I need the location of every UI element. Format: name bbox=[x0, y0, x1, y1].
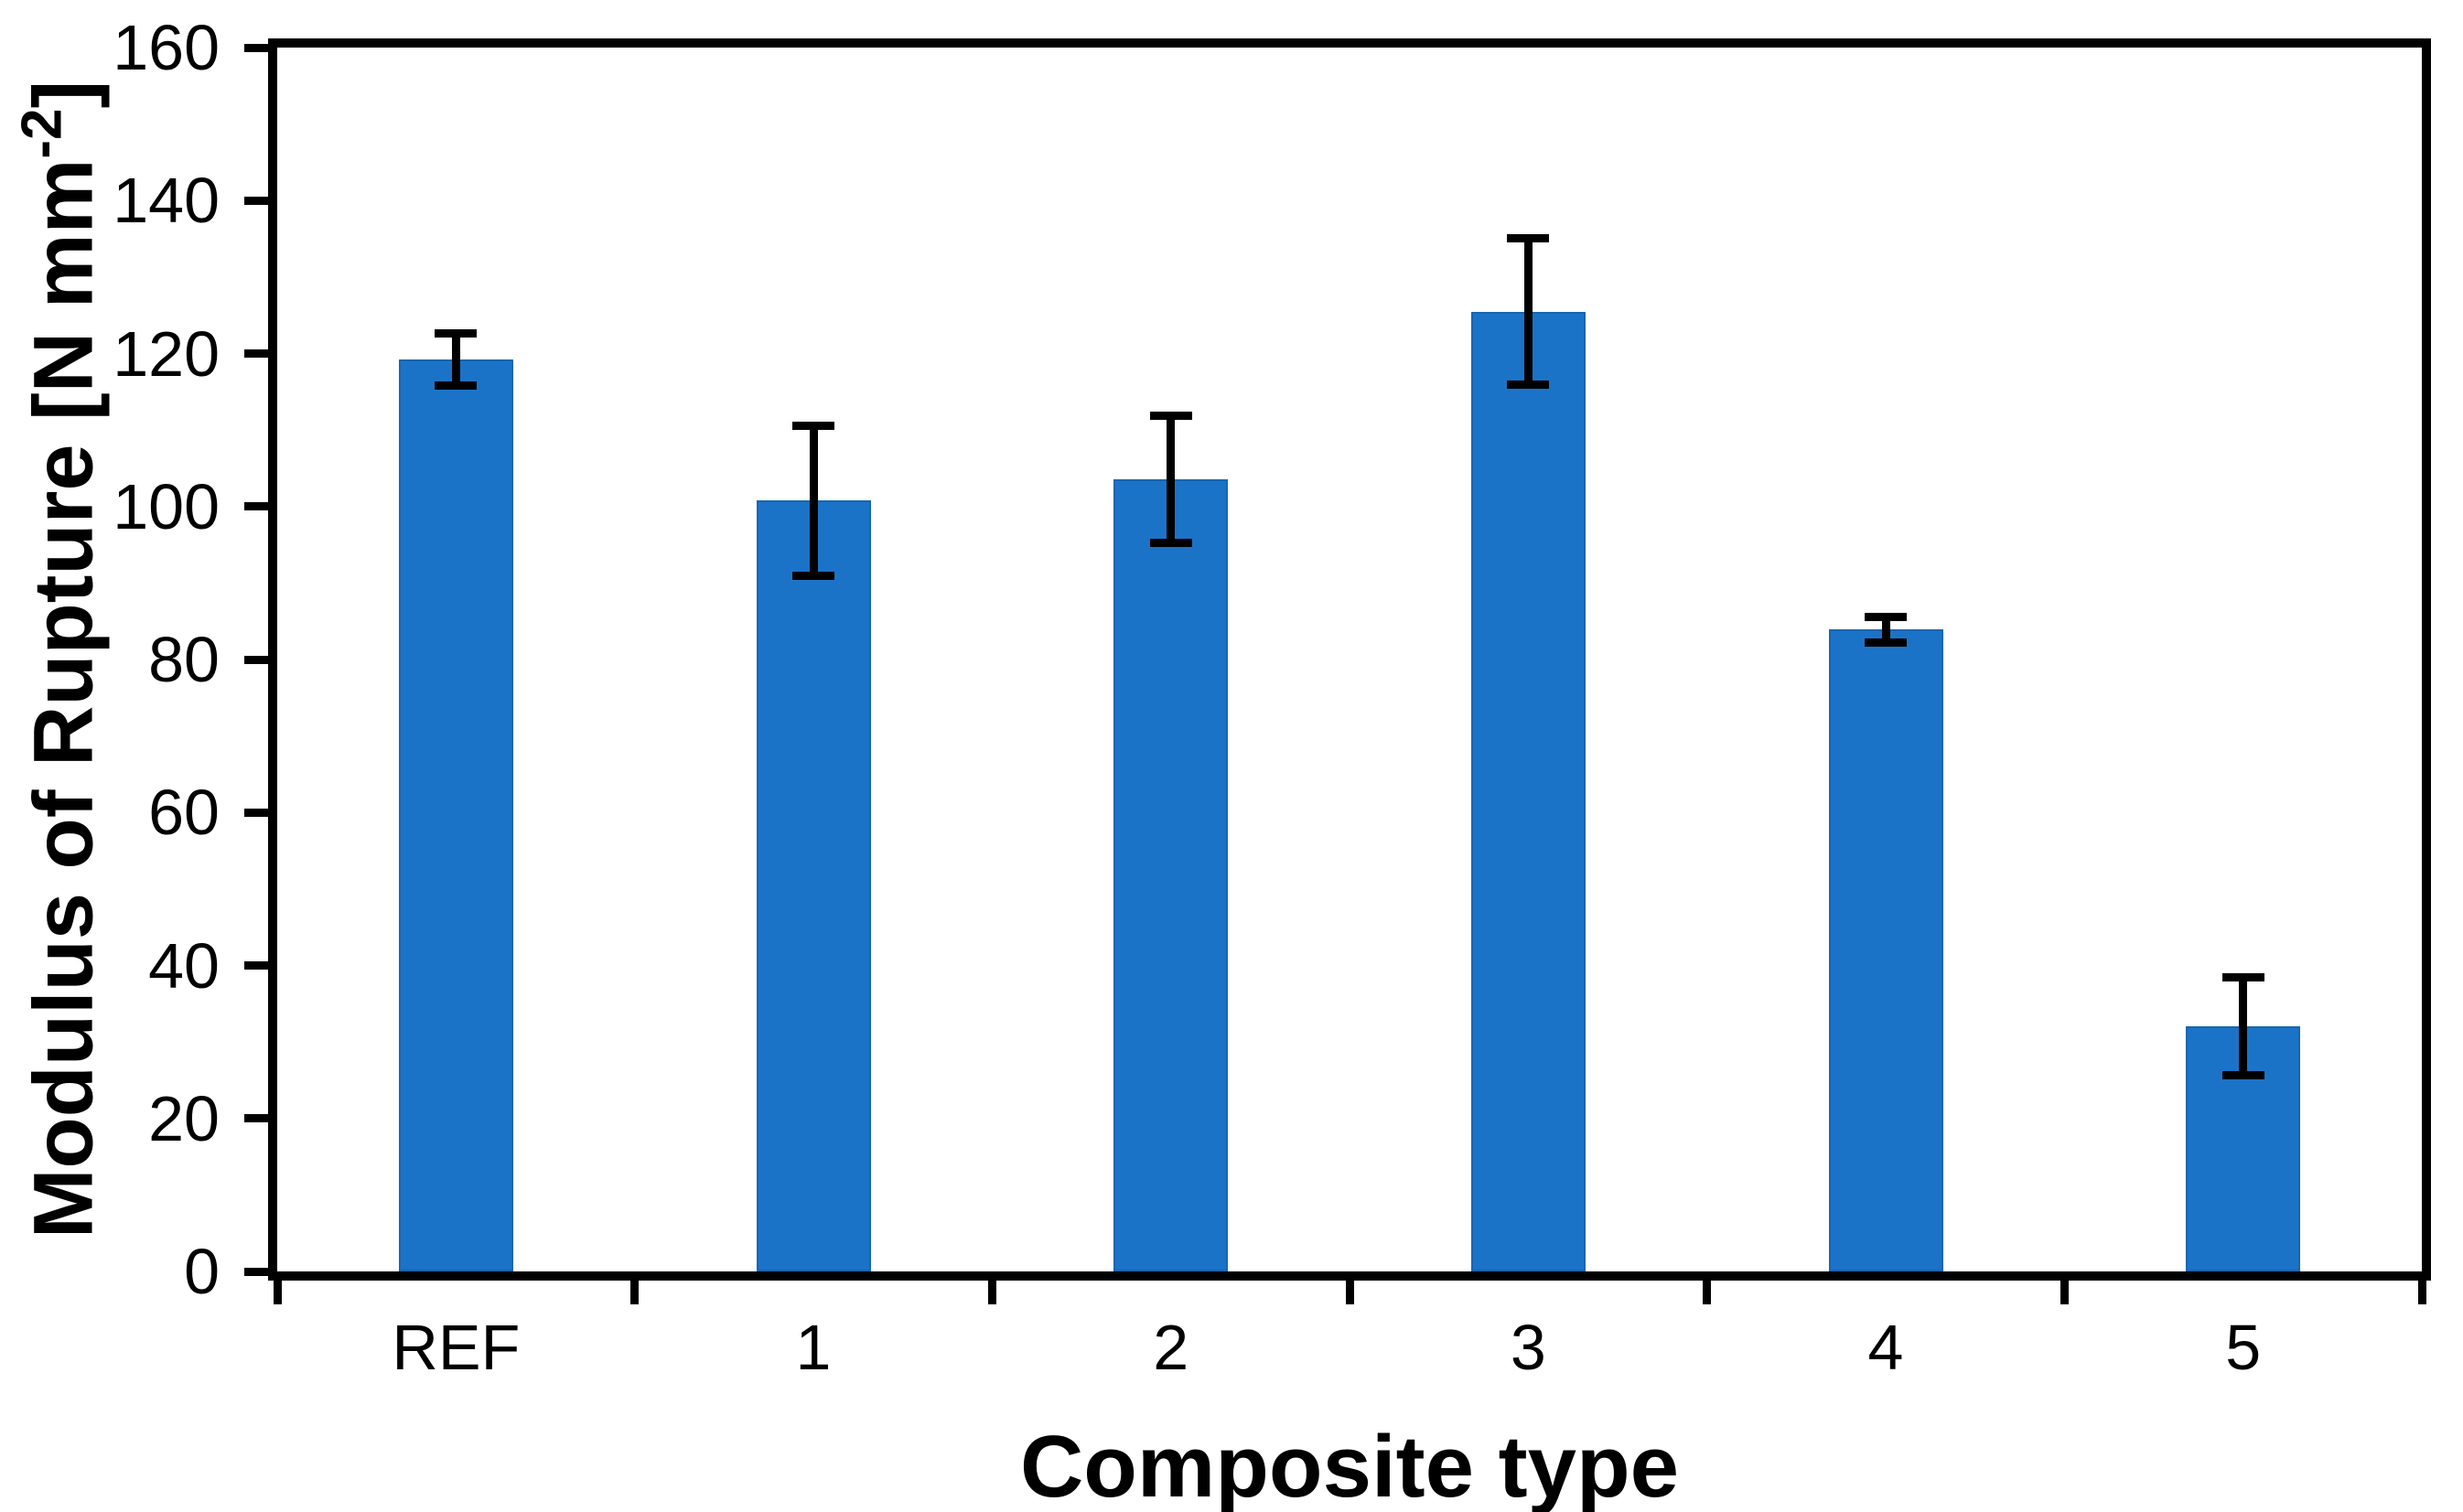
error-bar-cap-bottom-2 bbox=[1149, 538, 1192, 547]
x-tick-label-5: 5 bbox=[2225, 1312, 2262, 1383]
x-tick-mark bbox=[2417, 1281, 2426, 1304]
error-bar-cap-bottom-3 bbox=[1507, 381, 1550, 390]
y-axis-title-bracket: ] bbox=[16, 80, 111, 109]
y-tick-label: 160 bbox=[113, 12, 220, 83]
error-bar-line-2 bbox=[1167, 415, 1176, 543]
x-tick-label-4: 4 bbox=[1867, 1312, 1904, 1383]
error-bar-line-1 bbox=[809, 425, 818, 575]
error-bar-cap-bottom-5 bbox=[2221, 1070, 2264, 1079]
error-bar-cap-top-1 bbox=[792, 421, 834, 430]
error-bar-cap-bottom-REF bbox=[435, 381, 478, 391]
y-tick-mark bbox=[244, 349, 268, 358]
bar-2 bbox=[1113, 478, 1229, 1271]
y-tick-mark bbox=[244, 961, 268, 970]
y-tick-mark bbox=[244, 808, 268, 817]
error-bar-cap-top-3 bbox=[1507, 233, 1550, 242]
y-tick-label: 140 bbox=[113, 165, 220, 237]
bar-4 bbox=[1828, 629, 1943, 1271]
error-bar-cap-bottom-4 bbox=[1865, 638, 1907, 648]
x-tick-mark bbox=[1345, 1281, 1354, 1304]
y-tick-label: 0 bbox=[184, 1236, 220, 1307]
x-axis-title: Composite type bbox=[1019, 1418, 1680, 1512]
bar-3 bbox=[1470, 311, 1586, 1271]
error-bar-cap-bottom-1 bbox=[792, 571, 834, 580]
x-tick-label-2: 2 bbox=[1153, 1312, 1189, 1383]
y-tick-mark bbox=[244, 655, 268, 664]
x-tick-label-REF: REF bbox=[392, 1312, 521, 1383]
y-tick-mark bbox=[244, 43, 268, 52]
y-tick-label: 60 bbox=[148, 777, 220, 849]
y-tick-label: 20 bbox=[148, 1082, 220, 1154]
y-tick-mark bbox=[244, 1114, 268, 1123]
y-tick-label: 120 bbox=[113, 317, 220, 390]
error-bar-line-3 bbox=[1523, 238, 1533, 385]
error-bar-cap-top-REF bbox=[435, 329, 478, 338]
plot-area bbox=[268, 38, 2431, 1281]
error-bar-line-5 bbox=[2239, 977, 2248, 1076]
bar-REF bbox=[398, 359, 513, 1271]
y-tick-label: 80 bbox=[148, 624, 220, 695]
x-tick-label-3: 3 bbox=[1510, 1312, 1546, 1383]
x-tick-mark bbox=[1703, 1281, 1712, 1304]
bar-1 bbox=[756, 500, 871, 1271]
x-tick-mark bbox=[987, 1281, 996, 1304]
error-bar-cap-top-2 bbox=[1149, 411, 1192, 420]
y-tick-mark bbox=[244, 502, 268, 511]
error-bar-line-4 bbox=[1881, 617, 1890, 643]
x-tick-mark bbox=[273, 1281, 282, 1304]
x-tick-label-1: 1 bbox=[795, 1312, 832, 1383]
y-tick-mark bbox=[244, 196, 268, 205]
y-axis-title-superscript: -2 bbox=[10, 108, 74, 159]
x-tick-mark bbox=[2060, 1281, 2069, 1304]
error-bar-cap-top-4 bbox=[1865, 612, 1907, 621]
y-tick-label: 40 bbox=[148, 929, 220, 1002]
error-bar-line-REF bbox=[451, 333, 460, 386]
y-tick-label: 100 bbox=[113, 470, 220, 542]
error-bar-cap-top-5 bbox=[2221, 972, 2264, 981]
y-tick-mark bbox=[244, 1267, 268, 1276]
x-tick-mark bbox=[630, 1281, 640, 1304]
